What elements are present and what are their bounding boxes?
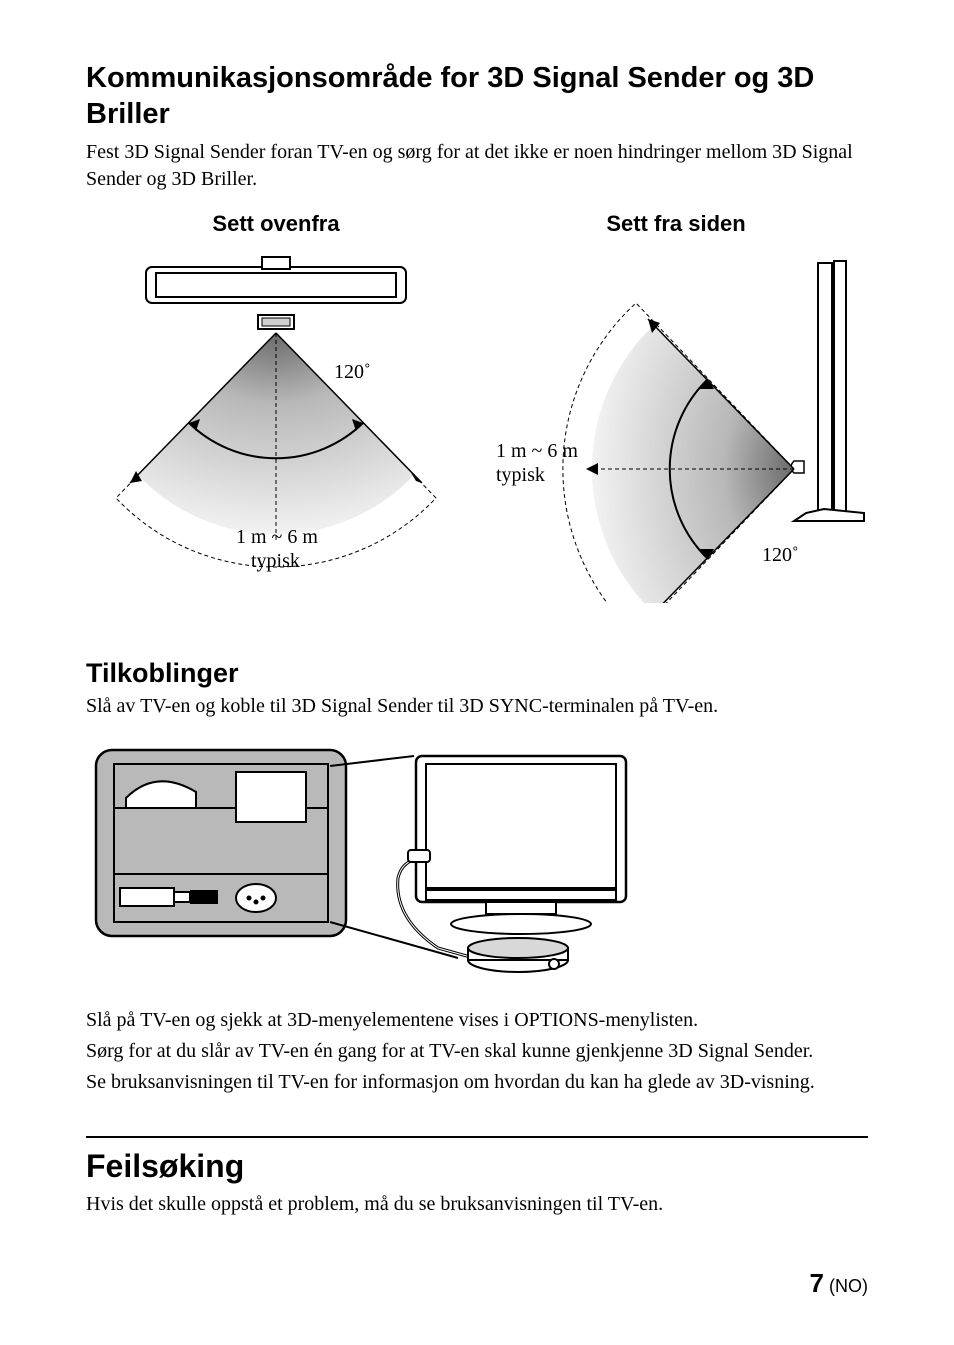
- signal-cone-side: [563, 303, 794, 603]
- range-label-top-2: typisk: [251, 550, 300, 572]
- angle-label-top: 120˚: [334, 361, 371, 383]
- page-footer: 7 (NO): [810, 1268, 868, 1299]
- diagram-side-view: Sett fra siden: [476, 211, 876, 608]
- section-divider: [86, 1136, 868, 1138]
- paragraph-conn-1: Slå av TV-en og koble til 3D Signal Send…: [86, 693, 868, 720]
- connection-diagram: [86, 738, 646, 988]
- diagram-top-view: Sett ovenfra: [86, 211, 466, 608]
- range-label-side-1: 1 m ~ 6 m: [496, 440, 578, 462]
- diagram-row: Sett ovenfra: [86, 211, 868, 608]
- heading-connections: Tilkoblinger: [86, 658, 868, 689]
- heading-communication-range: Kommunikasjonsområde for 3D Signal Sende…: [86, 60, 868, 133]
- range-label-side-2: typisk: [496, 464, 545, 486]
- heading-troubleshooting: Feilsøking: [86, 1148, 868, 1185]
- angle-label-side: 120˚: [762, 544, 799, 566]
- diagram-top-title: Sett ovenfra: [86, 211, 466, 237]
- tv-front-icon: [416, 756, 626, 934]
- page-locale: (NO): [829, 1276, 868, 1296]
- sender-device-icon: [468, 938, 568, 972]
- page-number: 7: [810, 1268, 824, 1298]
- paragraph-troubleshooting: Hvis det skulle oppstå et problem, må du…: [86, 1191, 868, 1218]
- paragraph-conn-4: Se bruksanvisningen til TV-en for inform…: [86, 1069, 868, 1096]
- tv-side-icon: [791, 261, 864, 521]
- range-label-top-1: 1 m ~ 6 m: [236, 526, 318, 548]
- paragraph-conn-3: Sørg for at du slår av TV-en én gang for…: [86, 1038, 868, 1065]
- tv-top-icon: [146, 257, 406, 329]
- paragraph-comm-range: Fest 3D Signal Sender foran TV-en og sør…: [86, 139, 868, 193]
- paragraph-conn-2: Slå på TV-en og sjekk at 3D-menyelemente…: [86, 1007, 868, 1034]
- diagram-top-svg: 120˚ 1 m ~ 6 m typisk: [86, 243, 466, 603]
- diagram-side-svg: 1 m ~ 6 m typisk 120˚: [476, 243, 876, 603]
- diagram-side-title: Sett fra siden: [476, 211, 876, 237]
